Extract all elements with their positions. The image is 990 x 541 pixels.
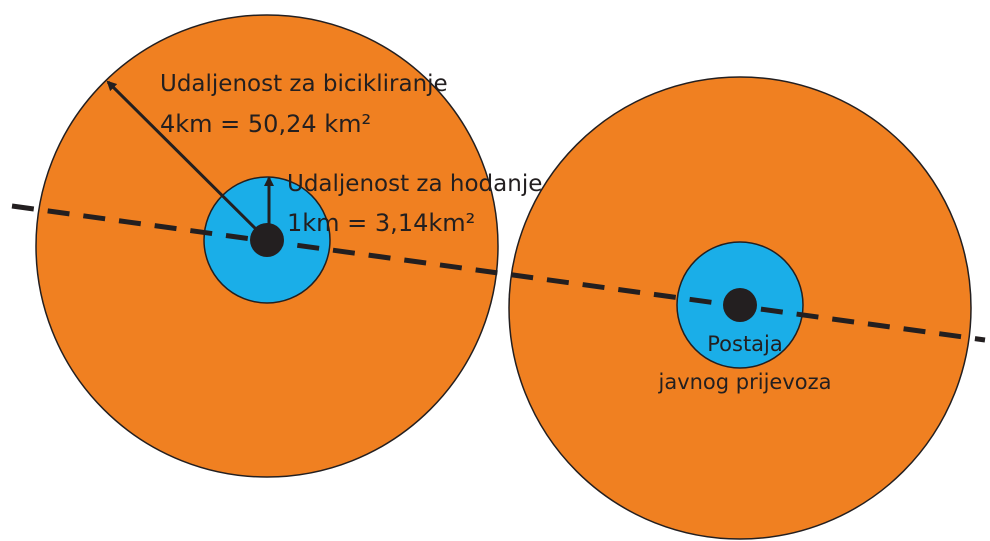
cycling-area-label: 4km = 50,24 km² [160,110,371,138]
station-label-line1: Postaja [707,332,783,356]
station-label-line2: javnog prijevoza [657,370,831,394]
walking-area-label: 1km = 3,14km² [287,209,475,237]
cycling-distance-label: Udaljenost za bicikliranje [160,71,448,97]
cycling-radius-arrow [106,80,269,242]
transit-line [11,203,986,343]
walking-distance-label: Udaljenost za hodanje [287,171,542,197]
station-dot-right [723,288,757,322]
station-dot-left [250,223,284,257]
